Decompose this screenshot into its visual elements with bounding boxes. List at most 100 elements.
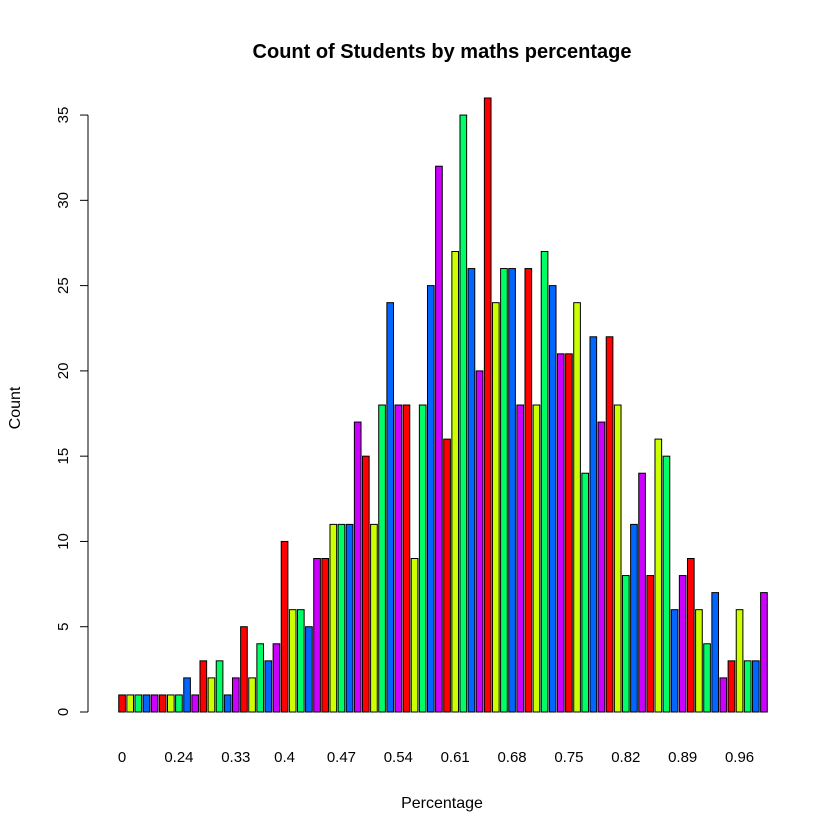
bar (273, 644, 280, 712)
bar (541, 252, 548, 713)
y-tick-label: 35 (55, 107, 72, 124)
bar (728, 661, 735, 712)
bar (314, 559, 321, 713)
bar (346, 524, 353, 712)
bar (598, 422, 605, 712)
x-tick-label: 0.61 (441, 749, 470, 766)
bar (452, 252, 459, 713)
bar (257, 644, 264, 712)
bar (566, 354, 573, 712)
bar (371, 524, 378, 712)
y-tick-label: 5 (55, 623, 72, 631)
bar (679, 576, 686, 712)
x-tick-label: 0.24 (164, 749, 193, 766)
bar (468, 269, 475, 712)
bar (484, 98, 491, 712)
x-tick-label: 0.96 (725, 749, 754, 766)
bars-group (119, 98, 768, 712)
bar (411, 559, 418, 713)
bar (306, 627, 313, 712)
y-axis-title: Count (7, 386, 24, 429)
bar (696, 610, 703, 712)
bar (622, 576, 629, 712)
bar (127, 695, 134, 712)
bar (501, 269, 508, 712)
x-axis-labels: 0 0.24 0.33 0.4 0.47 0.54 0.61 0.68 0.75 0.82 0.89… (118, 749, 754, 766)
bar (557, 354, 564, 712)
bar (736, 610, 743, 712)
bar (655, 439, 662, 712)
bar (297, 610, 304, 712)
bar (517, 405, 524, 712)
y-tick-label: 25 (55, 277, 72, 294)
bar (151, 695, 158, 712)
bar (752, 661, 759, 712)
bar (362, 456, 369, 712)
bar (720, 678, 727, 712)
bar (712, 593, 719, 712)
bar (322, 559, 329, 713)
y-tick-label: 15 (55, 448, 72, 465)
bar (395, 405, 402, 712)
bar (338, 524, 345, 712)
bar (135, 695, 142, 712)
bar (224, 695, 231, 712)
bar (533, 405, 540, 712)
y-tick-label: 20 (55, 363, 72, 380)
bar (590, 337, 597, 712)
bar (492, 303, 499, 712)
bar (241, 627, 248, 712)
bar (631, 524, 638, 712)
x-tick-label: 0.4 (274, 749, 295, 766)
bar (525, 269, 532, 712)
bar (639, 473, 646, 712)
bar (387, 303, 394, 712)
bar (265, 661, 272, 712)
bar (687, 559, 694, 713)
bar (647, 576, 654, 712)
x-tick-label: 0.47 (327, 749, 356, 766)
bar (216, 661, 223, 712)
bar (436, 166, 443, 712)
bar (192, 695, 199, 712)
y-tick-label: 0 (55, 708, 72, 716)
x-tick-label: 0.89 (668, 749, 697, 766)
bar (671, 610, 678, 712)
bar (614, 405, 621, 712)
x-tick-label: 0.75 (554, 749, 583, 766)
bar (330, 524, 337, 712)
bar (419, 405, 426, 712)
x-tick-label: 0.33 (221, 749, 250, 766)
bar (582, 473, 589, 712)
bar (761, 593, 768, 712)
bar (184, 678, 191, 712)
chart-title: Count of Students by maths percentage (253, 41, 632, 63)
bar (476, 371, 483, 712)
bar (281, 541, 288, 712)
y-tick-label: 10 (55, 533, 72, 550)
bar (159, 695, 166, 712)
bar (167, 695, 174, 712)
bar (574, 303, 581, 712)
bar (460, 115, 467, 712)
bar (119, 695, 126, 712)
bar (176, 695, 183, 712)
bar (444, 439, 451, 712)
bar (549, 286, 556, 712)
bar (663, 456, 670, 712)
bar (289, 610, 296, 712)
bar (509, 269, 516, 712)
y-tick-label: 30 (55, 192, 72, 209)
x-tick-label: 0.54 (384, 749, 413, 766)
bar (379, 405, 386, 712)
bar (704, 644, 711, 712)
bar (403, 405, 410, 712)
bar (427, 286, 434, 712)
bar (354, 422, 361, 712)
bar (208, 678, 215, 712)
x-tick-label: 0.68 (497, 749, 526, 766)
bar (200, 661, 207, 712)
bar (232, 678, 239, 712)
bar (249, 678, 256, 712)
